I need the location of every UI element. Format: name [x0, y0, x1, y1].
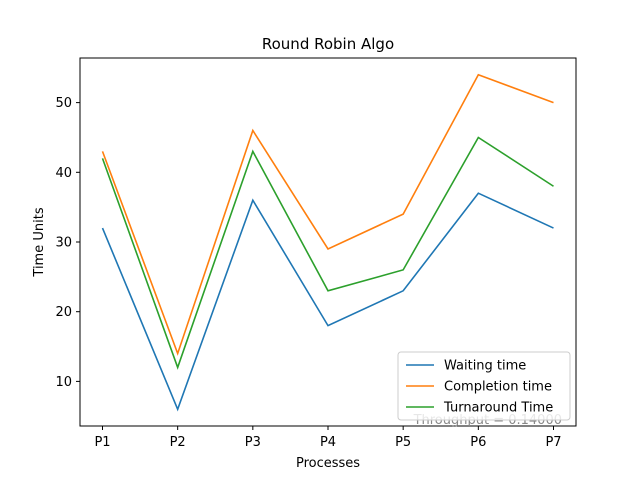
y-tick-label: 50 — [55, 96, 72, 111]
chart-title: Round Robin Algo — [262, 35, 394, 53]
x-tick-label: P3 — [245, 435, 261, 450]
legend-label-1: Completion time — [444, 380, 552, 395]
x-tick-label: P7 — [545, 435, 561, 450]
y-tick-label: 20 — [55, 305, 72, 320]
x-tick-label: P6 — [470, 435, 486, 450]
x-tick-label: P5 — [395, 435, 411, 450]
legend-box — [397, 351, 571, 421]
x-tick-label: P1 — [94, 435, 110, 450]
x-axis-label: Processes — [296, 456, 360, 471]
x-tick-label: P4 — [320, 435, 336, 450]
x-tick-label: P2 — [170, 435, 186, 450]
legend-label-2: Turnaround Time — [443, 401, 553, 416]
y-axis-label: Time Units — [32, 207, 47, 277]
y-tick-label: 30 — [55, 236, 72, 251]
legend-label-0: Waiting time — [444, 359, 526, 374]
y-tick-label: 40 — [55, 166, 72, 181]
legend: Waiting time Completion time Turnaround Ti… — [397, 351, 571, 421]
y-tick-label: 10 — [55, 375, 72, 390]
